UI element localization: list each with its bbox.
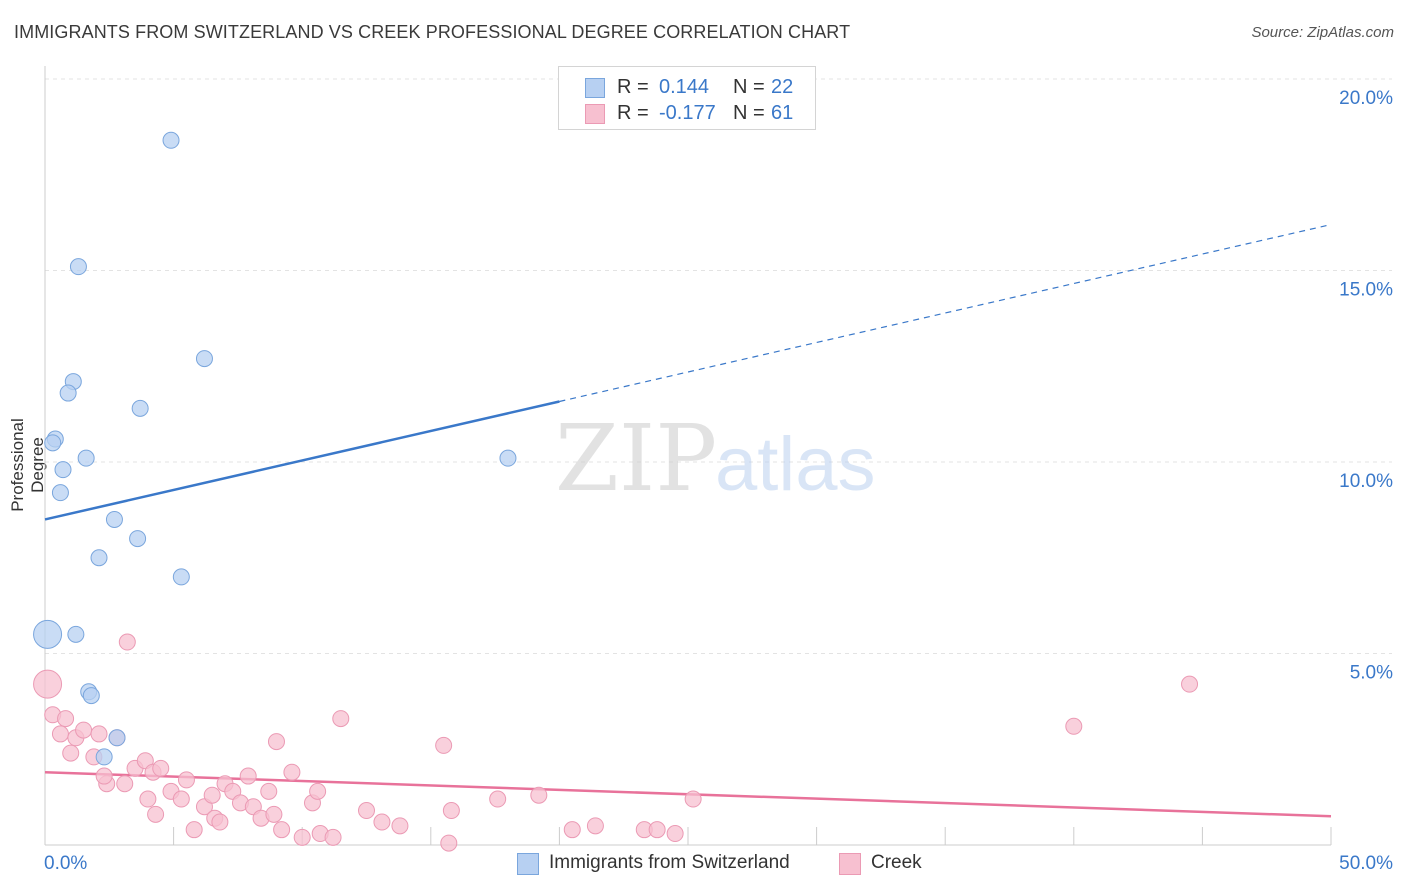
gridlines [45,78,1392,654]
point-creek [332,710,350,728]
point-switzerland [59,384,77,402]
point-creek [435,736,453,754]
zipatlas-watermark: ZIP atlas [555,405,876,512]
point-creek [51,725,69,743]
y-tick-label: 15.0% [1339,280,1393,301]
trend-line-switzerland [44,400,560,521]
chart-title: IMMIGRANTS FROM SWITZERLAND VS CREEK PRO… [14,22,851,42]
point-creek [373,813,391,831]
point-creek [440,834,458,852]
point-creek [267,733,285,751]
legend-label-switzerland: Immigrants from Switzerland [549,852,790,873]
trend-lines [44,223,1332,818]
n-value-creek: 61 [771,102,794,124]
point-creek [95,767,113,785]
point-creek [33,669,63,699]
point-switzerland [77,449,95,467]
point-switzerland [129,530,147,548]
point-creek [75,721,93,739]
data-points [33,131,1199,852]
point-switzerland [33,619,63,649]
point-creek [172,790,190,808]
n-value-switzerland: 22 [771,76,794,98]
point-switzerland [82,687,100,705]
point-switzerland [131,399,149,417]
point-creek [260,782,278,800]
point-switzerland [90,549,108,567]
point-switzerland [499,449,517,467]
x-tick-label: 50.0% [1339,853,1393,874]
point-creek [62,744,80,762]
stats-legend: R = 0.144 N = 22 R = -0.177 N = 61 [558,66,816,130]
point-creek [391,817,409,835]
r-value-creek: -0.177 [659,102,716,124]
point-creek [265,805,283,823]
point-creek [239,767,257,785]
point-creek [118,633,136,651]
point-creek [211,813,229,831]
point-switzerland [105,510,123,528]
point-creek [283,763,301,781]
point-creek [147,805,165,823]
point-creek [203,786,221,804]
point-switzerland [54,461,72,479]
point-creek [152,759,170,777]
tick-labels: 5.0% 10.0% 15.0% 20.0% 0.0% 50.0% [44,88,1393,874]
r-value-switzerland: 0.144 [659,76,710,98]
x-tick-label: 0.0% [44,853,87,874]
point-creek [293,828,311,846]
point-switzerland [69,258,87,276]
point-creek [273,821,291,839]
y-tick-label: 5.0% [1350,663,1393,684]
point-creek [309,782,327,800]
point-switzerland [67,625,85,643]
point-switzerland [44,434,62,452]
point-creek [177,771,195,789]
point-creek [1181,675,1199,693]
point-creek [586,817,604,835]
point-creek [684,790,702,808]
switzerland-swatch [585,78,605,98]
creek-swatch [585,104,605,124]
point-creek [530,786,548,804]
point-creek [489,790,507,808]
chart-source: Source: ZipAtlas.com [1251,24,1394,41]
watermark-atlas: atlas [715,422,876,507]
y-tick-label: 10.0% [1339,471,1393,492]
point-creek [442,802,460,820]
point-creek [116,775,134,793]
r-label: R = [617,76,649,98]
point-creek [324,828,342,846]
legend-swatch-creek [839,853,861,875]
point-switzerland [51,484,69,502]
legend-swatch-switzerland [517,853,539,875]
r-label: R = [617,102,649,124]
point-creek [666,825,684,843]
n-label: N = [733,102,765,124]
point-creek [648,821,666,839]
point-creek [358,802,375,820]
point-creek [563,821,581,839]
point-switzerland [162,131,180,149]
trend-line-switzerland-projection [559,223,1332,403]
point-creek [139,790,157,808]
point-creek [90,725,108,743]
point-switzerland [172,568,190,586]
point-creek [1065,717,1083,735]
point-creek [185,821,203,839]
watermark-zip: ZIP [555,405,717,512]
legend-label-creek: Creek [871,852,922,873]
n-label: N = [733,76,765,98]
point-switzerland [108,729,126,747]
point-creek [57,710,75,728]
y-tick-label: 20.0% [1339,88,1393,109]
point-switzerland [195,350,213,368]
point-switzerland [95,748,113,766]
